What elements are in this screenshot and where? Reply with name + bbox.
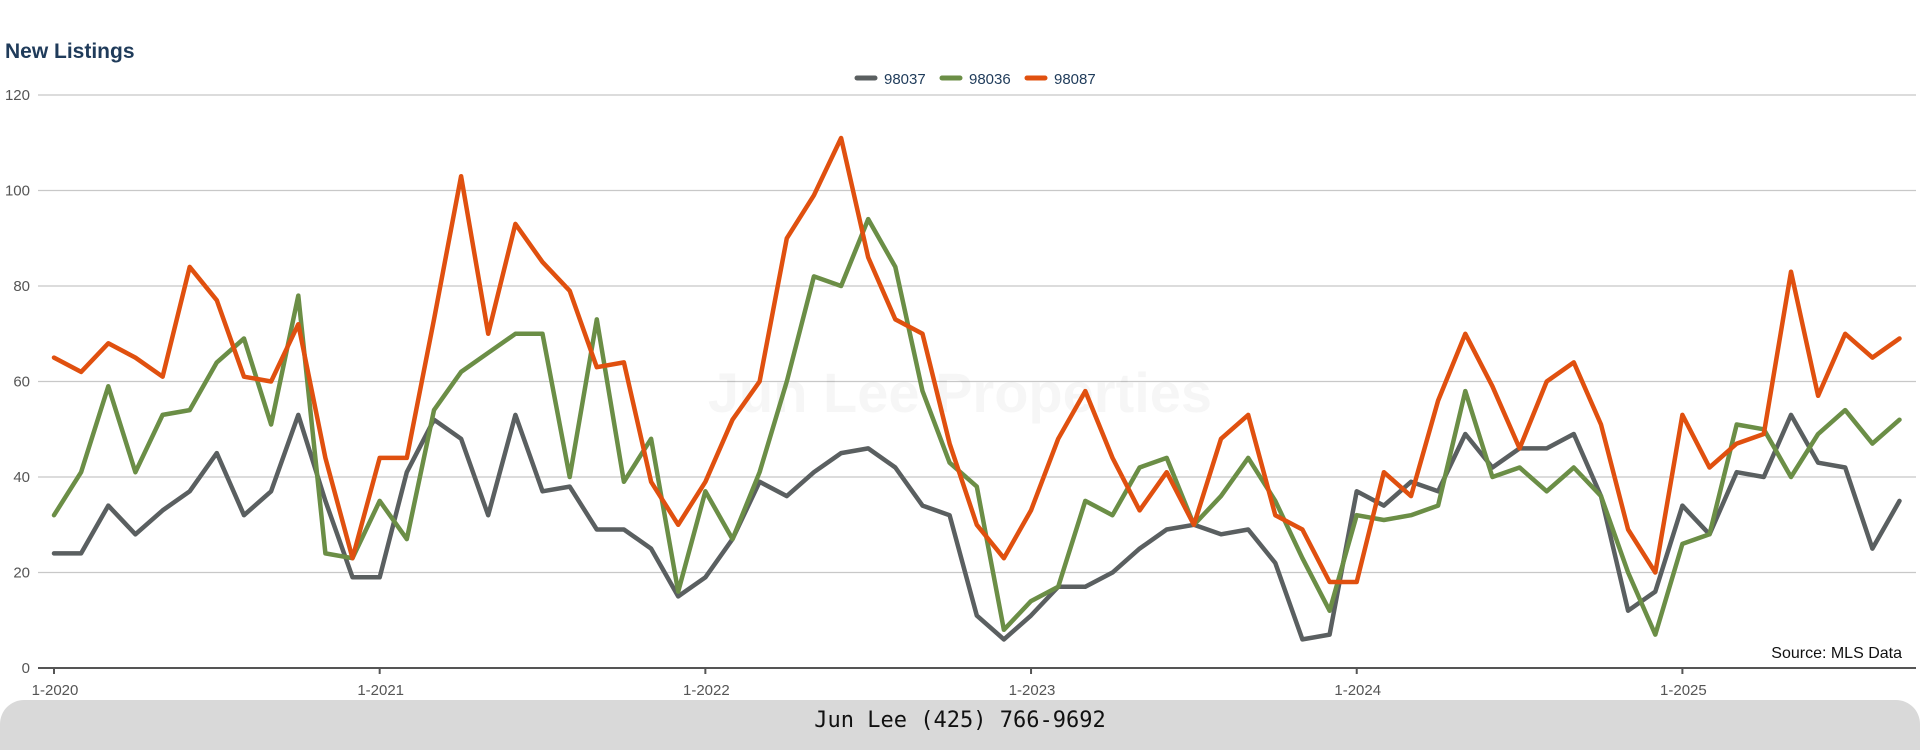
x-tick-label: 1-2022 [683,682,730,699]
y-tick-label: 100 [5,183,30,200]
x-tick-label: 1-2023 [1009,682,1056,699]
x-tick-label: 1-2021 [357,682,404,699]
y-tick-label: 120 [5,87,30,104]
chart-title: New Listings [5,40,135,63]
y-tick-label: 20 [13,565,30,582]
legend-label-98087: 98087 [1054,71,1096,88]
series-line-98036 [51,216,1902,637]
y-tick-label: 0 [22,660,30,677]
line-chart: 020406080100120Jun Lee Properties1-20201… [5,71,1916,699]
footer-contact: Jun Lee (425) 766-9692 [814,708,1106,733]
y-tick-label: 40 [13,469,30,486]
legend-label-98037: 98037 [884,71,926,88]
source-note: Source: MLS Data [1771,645,1902,662]
x-tick-label: 1-2025 [1660,682,1707,699]
legend-label-98036: 98036 [969,71,1011,88]
series-line-98087 [51,135,1902,585]
x-tick-label: 1-2024 [1334,682,1381,699]
series-line-98037 [51,412,1902,642]
footer-bar [0,700,1920,750]
y-tick-label: 80 [13,278,30,295]
x-tick-label: 1-2020 [32,682,79,699]
y-tick-label: 60 [13,374,30,391]
